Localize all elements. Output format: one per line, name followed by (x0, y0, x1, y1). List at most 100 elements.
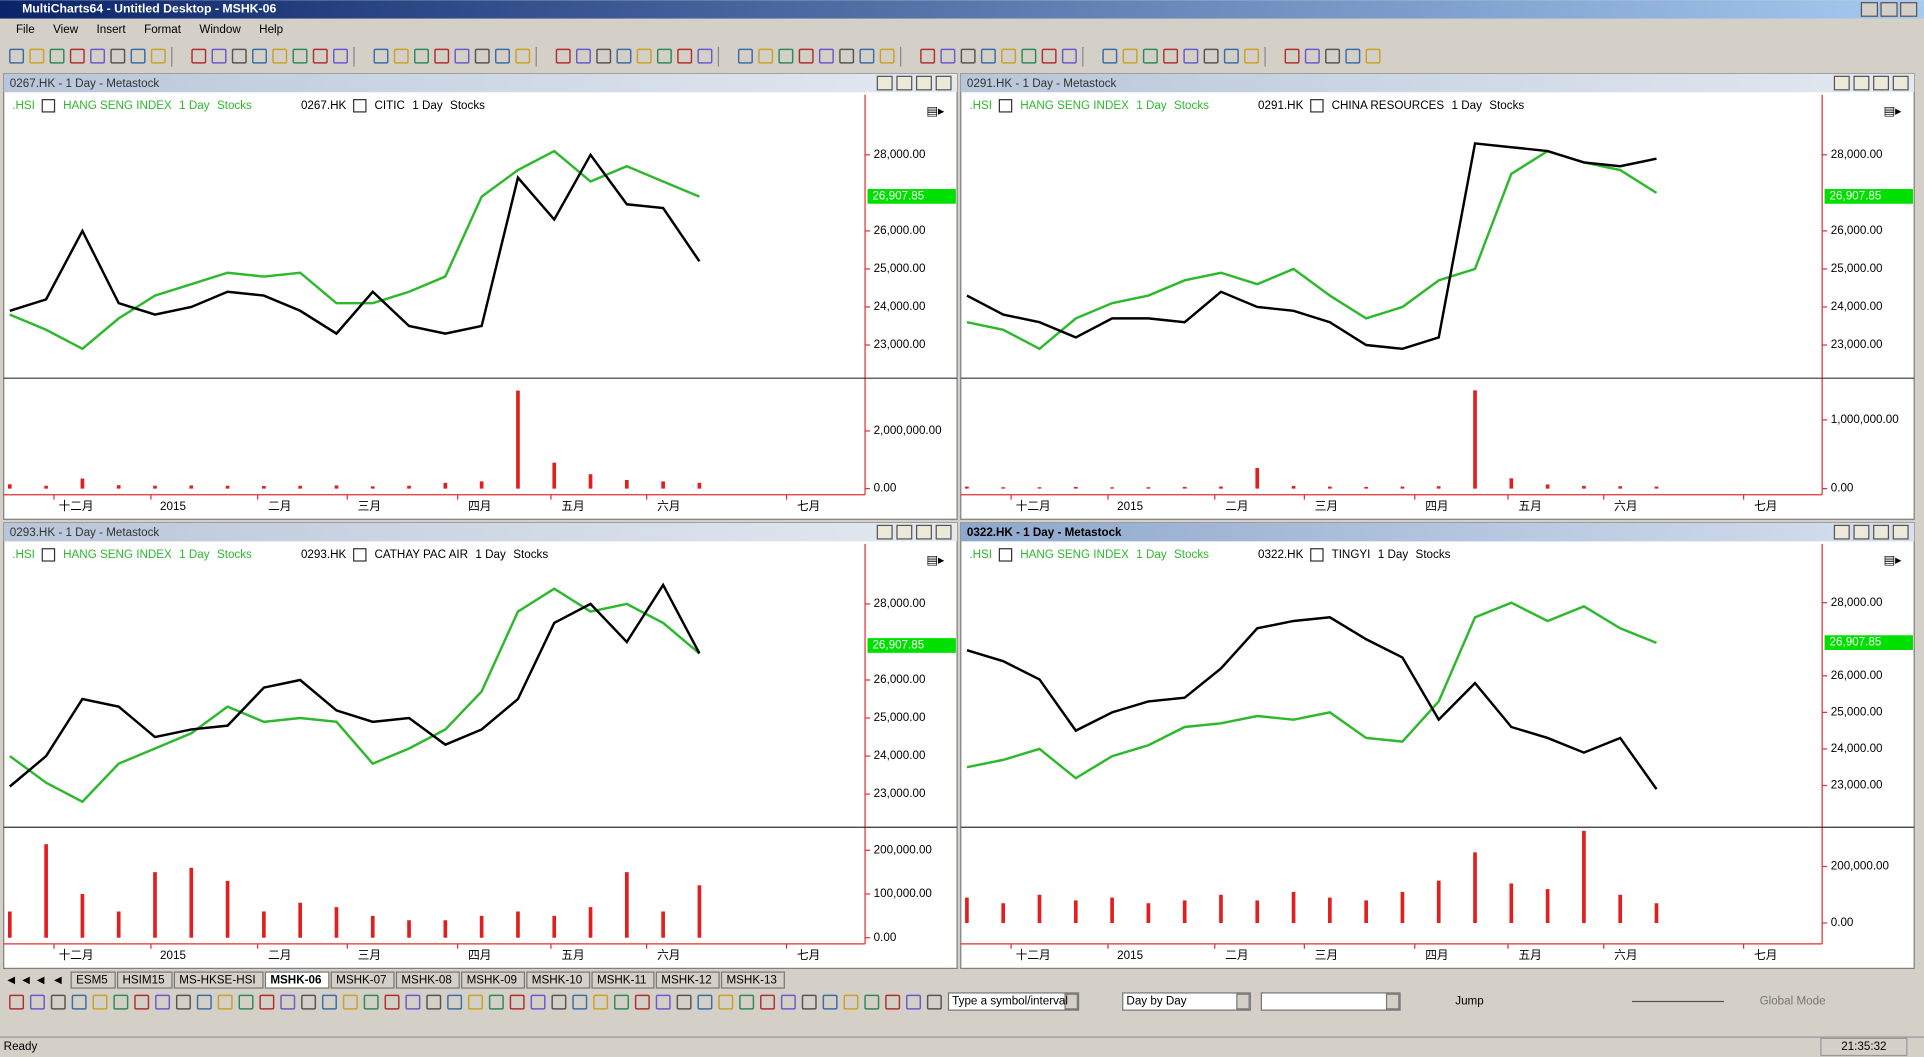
toolbar-icon[interactable] (321, 994, 337, 1010)
toolbar-icon[interactable] (593, 994, 609, 1010)
toolbar-icon[interactable] (1102, 48, 1118, 64)
toolbar-icon[interactable] (393, 48, 409, 64)
toolbar-icon[interactable] (312, 48, 328, 64)
toolbar-icon[interactable] (49, 48, 65, 64)
toolbar-icon[interactable] (596, 48, 612, 64)
toolbar-icon[interactable] (134, 994, 150, 1010)
toolbar-icon[interactable] (940, 48, 956, 64)
toolbar-icon[interactable] (739, 994, 755, 1010)
legend-dropdown[interactable] (353, 99, 367, 113)
jump-button[interactable]: Jump (1455, 995, 1483, 1008)
toolbar-icon[interactable] (818, 48, 834, 64)
toolbar-icon[interactable] (1325, 48, 1341, 64)
toolbar-icon[interactable] (859, 48, 875, 64)
toolbar-icon[interactable] (801, 994, 817, 1010)
toolbar-icon[interactable] (467, 994, 483, 1010)
pane-button[interactable] (1892, 75, 1909, 91)
pane-button[interactable] (1853, 524, 1870, 540)
toolbar-icon[interactable] (414, 48, 429, 64)
toolbar-icon[interactable] (697, 994, 713, 1010)
toolbar-icon[interactable] (864, 994, 880, 1010)
pane-button[interactable] (915, 75, 932, 91)
tab-border[interactable] (461, 971, 526, 989)
toolbar-icon[interactable] (434, 48, 450, 64)
tab-border[interactable] (655, 971, 720, 989)
toolbar-icon[interactable] (110, 48, 126, 64)
toolbar-icon[interactable] (69, 48, 85, 64)
toolbar-icon[interactable] (71, 994, 87, 1010)
toolbar-icon[interactable] (252, 48, 268, 64)
toolbar-icon[interactable] (920, 48, 936, 64)
legend-dropdown[interactable] (998, 99, 1013, 113)
toolbar-icon[interactable] (697, 48, 713, 64)
toolbar-icon[interactable] (217, 994, 233, 1010)
legend-dropdown[interactable] (41, 99, 56, 113)
toolbar-icon[interactable] (614, 994, 629, 1010)
toolbar-icon[interactable] (50, 994, 66, 1010)
toolbar-icon[interactable] (1021, 48, 1037, 64)
toolbar-icon[interactable] (572, 994, 588, 1010)
toolbar-icon[interactable] (1203, 48, 1219, 64)
pane-button[interactable] (876, 524, 893, 540)
tab[interactable]: MSHK-13 (726, 974, 776, 987)
toolbar-icon[interactable] (676, 994, 692, 1010)
tab-border[interactable] (591, 971, 655, 989)
toolbar-icon[interactable] (1183, 48, 1199, 64)
toolbar-icon[interactable] (447, 994, 463, 1010)
toolbar-icon[interactable] (758, 48, 774, 64)
toolbar-icon[interactable] (29, 994, 45, 1010)
toolbar-icon[interactable] (426, 994, 442, 1010)
toolbar-icon[interactable] (655, 994, 671, 1010)
toolbar-icon[interactable] (555, 48, 571, 64)
toolbar-icon[interactable] (551, 994, 567, 1010)
tab-border[interactable] (264, 971, 330, 989)
tab[interactable]: MSHK-08 (401, 974, 451, 987)
toolbar-icon[interactable] (191, 48, 207, 64)
toolbar-icon[interactable] (636, 48, 652, 64)
toolbar-icon[interactable] (906, 994, 922, 1010)
tab-border[interactable] (70, 971, 116, 989)
toolbar-icon[interactable] (780, 994, 796, 1010)
tab-border[interactable] (526, 971, 591, 989)
toolbar-icon[interactable] (778, 48, 794, 64)
global-mode[interactable]: Global Mode (1760, 995, 1826, 1008)
menu-item[interactable]: View (53, 23, 79, 36)
toolbar-icon[interactable] (879, 48, 895, 64)
toolbar-icon[interactable] (259, 994, 275, 1010)
toolbar-icon[interactable] (677, 48, 693, 64)
toolbar-icon[interactable] (843, 994, 859, 1010)
toolbar-icon[interactable] (454, 48, 470, 64)
toolbar-icon[interactable] (1304, 48, 1320, 64)
pane-button[interactable] (1873, 524, 1890, 540)
toolbar-icon[interactable] (1284, 48, 1300, 64)
toolbar-icon[interactable] (333, 48, 348, 64)
tab[interactable]: MSHK-10 (532, 974, 583, 987)
toolbar-icon[interactable] (150, 48, 166, 64)
toolbar-icon[interactable] (616, 48, 632, 64)
tab-scroll[interactable]: ◀ (37, 975, 45, 986)
toolbar-icon[interactable] (926, 994, 942, 1010)
tab-scroll[interactable]: ◀ (7, 975, 15, 986)
toolbar-icon[interactable] (342, 994, 358, 1010)
window-button[interactable] (1900, 2, 1918, 17)
legend-dropdown[interactable] (1310, 99, 1324, 113)
toolbar-icon[interactable] (373, 48, 389, 64)
menu-item[interactable]: Format (144, 23, 182, 36)
combo-box[interactable] (947, 992, 1080, 1011)
pane-button[interactable] (896, 524, 913, 540)
toolbar-icon[interactable] (656, 48, 672, 64)
toolbar-icon[interactable] (1061, 48, 1077, 64)
toolbar-icon[interactable] (301, 994, 317, 1010)
toolbar-icon[interactable] (175, 994, 191, 1010)
toolbar-icon[interactable] (384, 994, 400, 1010)
toolbar-icon[interactable] (798, 48, 814, 64)
toolbar-icon[interactable] (113, 994, 129, 1010)
combo-box[interactable] (1122, 992, 1251, 1011)
toolbar-icon[interactable] (760, 994, 775, 1010)
window-button[interactable] (1860, 2, 1878, 17)
menu-item[interactable]: Window (199, 23, 241, 36)
pane-button[interactable] (935, 75, 952, 91)
toolbar-icon[interactable] (1223, 48, 1239, 64)
toolbar-icon[interactable] (272, 48, 288, 64)
pane-button[interactable] (876, 75, 893, 91)
